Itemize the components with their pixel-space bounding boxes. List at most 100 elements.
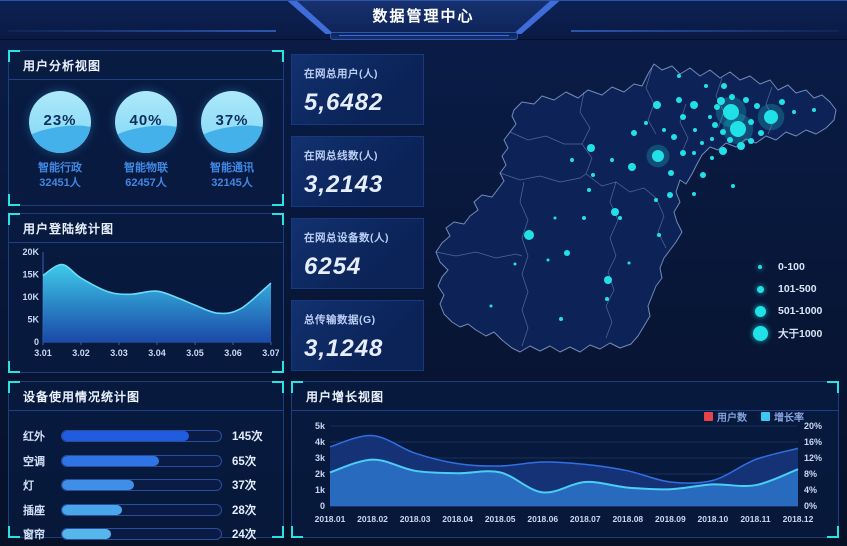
svg-text:2018.09: 2018.09 bbox=[655, 514, 686, 524]
stat-card-value: 5,6482 bbox=[304, 89, 384, 116]
panel-user-analysis: 用户分析视图 23% 智能行政 32451人 40% 智能物联 62457人 37% 智能通讯… bbox=[8, 50, 284, 206]
svg-text:2018.03: 2018.03 bbox=[400, 514, 431, 524]
device-bar-row: 插座 28次 bbox=[23, 498, 269, 523]
gauge-count-label: 32145人 bbox=[211, 177, 253, 189]
gauge: 23% 智能行政 32451人 bbox=[18, 88, 102, 191]
device-bar-row: 空调 65次 bbox=[23, 449, 269, 474]
map-legend-dot-box bbox=[752, 305, 768, 317]
map-size-legend: 0-100 101-500 501-1000 大于1000 bbox=[752, 256, 822, 344]
map-legend-label: 0-100 bbox=[778, 261, 805, 273]
map-legend-dot-box bbox=[752, 265, 768, 269]
gauge: 40% 智能物联 62457人 bbox=[104, 88, 188, 191]
gauge-count-label: 32451人 bbox=[39, 177, 81, 189]
panel-title-user-analysis: 用户分析视图 bbox=[9, 54, 283, 80]
svg-text:2018.01: 2018.01 bbox=[315, 514, 346, 524]
stat-card: 总传输数据(G) 3,1248 bbox=[291, 300, 424, 371]
login-area-chart: 0 5K 10K 15K 20K 3.01 3.02 3.03 3.04 3.05 3.06 3.07 bbox=[22, 247, 279, 358]
device-bar-label: 红外 bbox=[23, 431, 45, 444]
map-legend-dot bbox=[756, 285, 764, 293]
svg-text:16%: 16% bbox=[804, 437, 822, 447]
svg-text:3.07: 3.07 bbox=[262, 348, 279, 358]
svg-text:1k: 1k bbox=[315, 485, 326, 495]
svg-text:3.06: 3.06 bbox=[224, 348, 242, 358]
device-bar-list: 红外 145次空调 65次灯 37次插座 28次窗帘 24次 bbox=[9, 411, 283, 546]
device-bar-track bbox=[61, 479, 222, 492]
svg-text:2018.07: 2018.07 bbox=[570, 514, 601, 524]
device-bar-value: 24次 bbox=[232, 529, 257, 542]
device-bar-value: 28次 bbox=[232, 504, 257, 517]
stat-card: 在网总设备数(人) 6254 bbox=[291, 218, 424, 289]
device-bar-row: 窗帘 24次 bbox=[23, 522, 269, 546]
legend-label: 用户数 bbox=[717, 413, 747, 424]
header-decoration bbox=[329, 32, 518, 40]
stat-card-label: 在网总线数(人) bbox=[304, 150, 378, 162]
device-bar-track bbox=[61, 528, 222, 541]
device-bar-label: 插座 bbox=[23, 504, 45, 517]
stat-card-value: 3,2143 bbox=[304, 171, 384, 198]
gauge-category-label: 智能通讯 bbox=[210, 162, 254, 174]
growth-chart-legend: 用户数 增长率 bbox=[704, 409, 804, 424]
svg-text:3.05: 3.05 bbox=[186, 348, 204, 358]
gauge-count-label: 62457人 bbox=[125, 177, 167, 189]
map-legend-dot-box bbox=[752, 285, 768, 293]
legend-swatch bbox=[704, 412, 713, 421]
svg-text:2018.02: 2018.02 bbox=[357, 514, 388, 524]
svg-text:20%: 20% bbox=[804, 422, 822, 431]
map-legend-dot bbox=[758, 265, 762, 269]
device-bar-fill bbox=[62, 480, 134, 491]
stat-card-value: 3,1248 bbox=[304, 335, 384, 362]
stat-card-label: 在网总用户(人) bbox=[304, 68, 378, 80]
device-bar-row: 红外 145次 bbox=[23, 424, 269, 449]
svg-text:2018.11: 2018.11 bbox=[740, 514, 771, 524]
growth-area-chart: 0 1k 2k 3k 4k 5k 0% 4% 8% 12% 16% 20% 2018.01 2018.02… bbox=[315, 422, 822, 524]
device-bar-fill bbox=[62, 431, 190, 442]
device-bar-label: 窗帘 bbox=[23, 529, 45, 542]
device-bar-fill bbox=[62, 504, 123, 515]
gauge-circle: 23% bbox=[29, 91, 91, 153]
header-title-plate: 数据管理中心 bbox=[287, 1, 560, 34]
map-legend-row: 大于1000 bbox=[752, 322, 822, 344]
gauge-row: 23% 智能行政 32451人 40% 智能物联 62457人 37% 智能通讯 32145人 bbox=[9, 80, 283, 191]
svg-text:0%: 0% bbox=[804, 501, 817, 511]
svg-text:3.01: 3.01 bbox=[34, 348, 52, 358]
map-legend-dot bbox=[754, 305, 766, 317]
svg-text:0: 0 bbox=[34, 337, 39, 347]
svg-text:5k: 5k bbox=[315, 422, 326, 431]
svg-text:2018.05: 2018.05 bbox=[485, 514, 516, 524]
svg-text:8%: 8% bbox=[804, 469, 817, 479]
gauge-percent-value: 37% bbox=[215, 112, 249, 129]
panel-login-stats: 用户登陆统计图 0 5K 10K 15K 20K 3.01 3.02 3.03 3.04 3.05… bbox=[8, 213, 284, 373]
page-title: 数据管理中心 bbox=[372, 8, 475, 25]
gauge: 37% 智能通讯 32145人 bbox=[190, 88, 274, 191]
svg-text:15K: 15K bbox=[22, 270, 39, 280]
device-bar-track bbox=[61, 454, 222, 467]
gauge-percent-value: 23% bbox=[43, 112, 77, 129]
header-bar: 数据管理中心 bbox=[0, 0, 847, 40]
legend-item-用户数[interactable]: 用户数 bbox=[704, 409, 747, 424]
device-bar-value: 145次 bbox=[232, 431, 263, 444]
gauge-percent-value: 40% bbox=[129, 112, 163, 129]
device-bar-track bbox=[61, 503, 222, 516]
gauge-category-label: 智能物联 bbox=[124, 162, 168, 174]
svg-text:12%: 12% bbox=[804, 453, 822, 463]
map-legend-row: 101-500 bbox=[752, 278, 822, 300]
svg-text:10K: 10K bbox=[22, 292, 39, 302]
legend-item-增长率[interactable]: 增长率 bbox=[761, 409, 804, 424]
svg-text:2018.04: 2018.04 bbox=[442, 514, 473, 524]
svg-text:0: 0 bbox=[320, 501, 325, 511]
svg-text:4k: 4k bbox=[315, 437, 326, 447]
svg-text:3.02: 3.02 bbox=[72, 348, 90, 358]
stat-card: 在网总线数(人) 3,2143 bbox=[291, 136, 424, 207]
device-bar-track bbox=[61, 430, 222, 443]
device-bar-row: 灯 37次 bbox=[23, 473, 269, 498]
region-scatter-map: 0-100 101-500 501-1000 大于1000 bbox=[424, 40, 844, 375]
device-bar-label: 空调 bbox=[23, 455, 45, 468]
svg-text:3.04: 3.04 bbox=[148, 348, 166, 358]
stat-card: 在网总用户(人) 5,6482 bbox=[291, 54, 424, 125]
svg-text:3k: 3k bbox=[315, 453, 326, 463]
map-legend-dot bbox=[752, 325, 768, 341]
device-bar-label: 灯 bbox=[23, 480, 34, 493]
legend-swatch bbox=[761, 412, 770, 421]
map-legend-label: 101-500 bbox=[778, 283, 817, 295]
svg-text:2018.06: 2018.06 bbox=[527, 514, 558, 524]
